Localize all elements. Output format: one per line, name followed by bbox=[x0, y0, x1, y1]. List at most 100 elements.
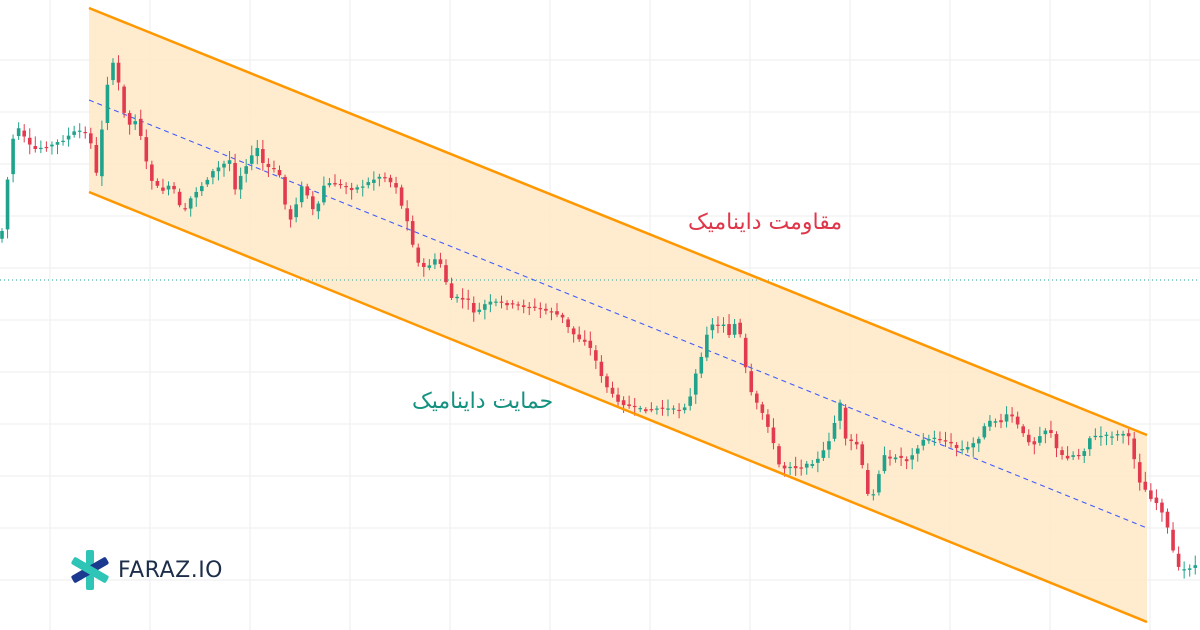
candle-body bbox=[22, 130, 26, 137]
candle-body bbox=[127, 113, 132, 125]
candle-body bbox=[671, 408, 676, 410]
candle-body bbox=[788, 466, 792, 469]
candle-body bbox=[416, 247, 421, 263]
candle-body bbox=[638, 408, 643, 410]
candle-body bbox=[1071, 455, 1075, 457]
candle-body bbox=[366, 182, 371, 186]
candle-body bbox=[150, 164, 154, 181]
candle-body bbox=[455, 296, 459, 299]
candle-body bbox=[804, 463, 809, 468]
candle-body bbox=[1004, 414, 1009, 422]
candle-body bbox=[466, 298, 470, 300]
candle-body bbox=[138, 118, 143, 136]
candle-body bbox=[261, 149, 265, 163]
candle-body bbox=[516, 304, 520, 306]
candle-body bbox=[327, 183, 332, 186]
candle-body bbox=[705, 334, 709, 358]
candle-body bbox=[333, 183, 337, 185]
candle-body bbox=[449, 283, 454, 298]
brand-name: FARAZ.IO bbox=[118, 557, 223, 583]
candle-body bbox=[582, 339, 587, 342]
candle-body bbox=[305, 186, 310, 196]
candle-body bbox=[999, 420, 1003, 423]
candle-body bbox=[1121, 433, 1125, 436]
candle-body bbox=[1049, 430, 1053, 434]
candle-body bbox=[172, 185, 176, 190]
candle-body bbox=[433, 259, 437, 265]
candle-body bbox=[1182, 569, 1186, 571]
candle-body bbox=[299, 186, 304, 203]
candle-body bbox=[272, 168, 276, 170]
candle-body bbox=[1126, 433, 1131, 437]
candle-body bbox=[555, 311, 559, 315]
candle-body bbox=[61, 140, 65, 142]
candle-body bbox=[460, 297, 465, 300]
candle-body bbox=[427, 265, 432, 268]
candle-body bbox=[161, 187, 165, 191]
candle-body bbox=[799, 467, 803, 469]
candle-body bbox=[577, 334, 581, 340]
candle-body bbox=[616, 394, 620, 402]
candle-body bbox=[1076, 454, 1081, 457]
candle-body bbox=[644, 409, 648, 412]
candle-body bbox=[1054, 434, 1059, 449]
candle-body bbox=[588, 340, 593, 348]
candle-body bbox=[55, 142, 60, 145]
candle-body bbox=[471, 302, 476, 313]
candle-body bbox=[355, 187, 359, 190]
candle-body bbox=[949, 441, 953, 444]
candle-body bbox=[921, 439, 926, 446]
candle-body bbox=[89, 133, 93, 144]
faraz-logo-icon bbox=[71, 550, 109, 590]
candle-body bbox=[494, 301, 498, 303]
candle-body bbox=[1021, 426, 1025, 434]
candle-body bbox=[594, 350, 598, 361]
candle-body bbox=[105, 84, 110, 123]
candle-body bbox=[1099, 435, 1103, 438]
candle-body bbox=[1038, 436, 1042, 443]
candle-body bbox=[1132, 438, 1136, 460]
candle-body bbox=[899, 455, 903, 458]
candle-body bbox=[111, 62, 115, 81]
candle-body bbox=[311, 196, 315, 210]
candle-body bbox=[1060, 450, 1064, 455]
candle-body bbox=[1082, 451, 1087, 456]
candle-body bbox=[544, 308, 548, 311]
candle-body bbox=[133, 121, 137, 125]
candle-body bbox=[571, 328, 576, 335]
candle-body bbox=[860, 444, 865, 466]
candle-body bbox=[277, 169, 282, 176]
candle-body bbox=[693, 373, 698, 395]
candle-body bbox=[827, 441, 831, 450]
candle-body bbox=[222, 163, 226, 168]
candle-body bbox=[438, 259, 443, 264]
candle-body bbox=[39, 147, 43, 150]
candle-body bbox=[116, 62, 121, 83]
candle-body bbox=[677, 409, 681, 412]
candle-body bbox=[533, 306, 537, 308]
candle-body bbox=[1160, 502, 1164, 513]
candle-body bbox=[1065, 455, 1070, 459]
candle-body bbox=[510, 303, 515, 305]
candle-body bbox=[627, 404, 631, 407]
candle-body bbox=[77, 130, 82, 132]
candle-body bbox=[682, 407, 687, 411]
candle-body bbox=[838, 402, 842, 421]
candle-body bbox=[1149, 490, 1153, 499]
candle-body bbox=[716, 324, 720, 326]
support-label: حمایت داینامیک bbox=[412, 389, 554, 414]
channel-area bbox=[89, 8, 1147, 622]
candle-body bbox=[177, 191, 182, 206]
candle-body bbox=[1088, 438, 1092, 450]
candle-body bbox=[238, 175, 243, 190]
candle-body bbox=[166, 185, 171, 190]
candle-body bbox=[1143, 481, 1148, 490]
candle-body bbox=[1115, 434, 1120, 436]
candle-body bbox=[816, 458, 820, 463]
candle-body bbox=[499, 301, 504, 303]
candle-body bbox=[1110, 436, 1114, 438]
candle-body bbox=[732, 323, 737, 335]
candle-body bbox=[27, 137, 32, 145]
candle-body bbox=[982, 426, 987, 438]
